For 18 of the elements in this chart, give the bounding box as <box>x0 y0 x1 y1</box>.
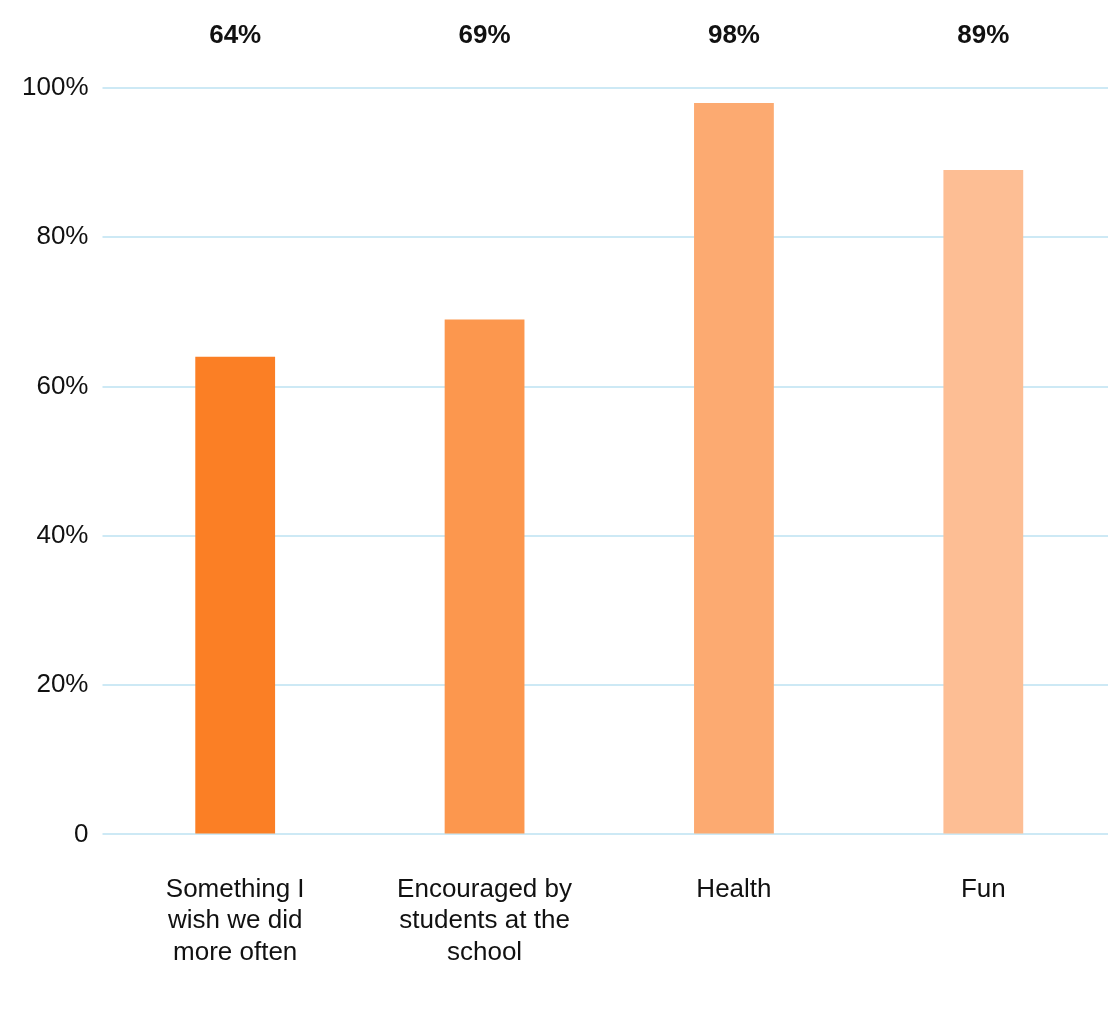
y-tick-label: 100% <box>22 71 89 102</box>
x-tick-label: Health <box>696 873 772 904</box>
bar <box>195 356 276 834</box>
data-label: 98% <box>707 19 760 50</box>
y-tick-label: 80% <box>36 220 89 251</box>
y-tick-label: 20% <box>36 668 89 699</box>
bar <box>444 319 525 834</box>
x-tick-label: Something I wish we did more often <box>165 873 305 966</box>
data-label: 64% <box>209 19 262 50</box>
x-tick-label: Encouraged by students at the school <box>397 873 573 966</box>
y-tick-label: 40% <box>36 519 89 550</box>
bar <box>943 170 1024 834</box>
data-label: 89% <box>957 19 1010 50</box>
bar <box>694 102 774 834</box>
data-label: 69% <box>458 19 511 50</box>
y-tick-label: 0 <box>74 817 89 848</box>
y-tick-label: 60% <box>36 369 89 400</box>
x-tick-label: Fun <box>960 873 1006 904</box>
